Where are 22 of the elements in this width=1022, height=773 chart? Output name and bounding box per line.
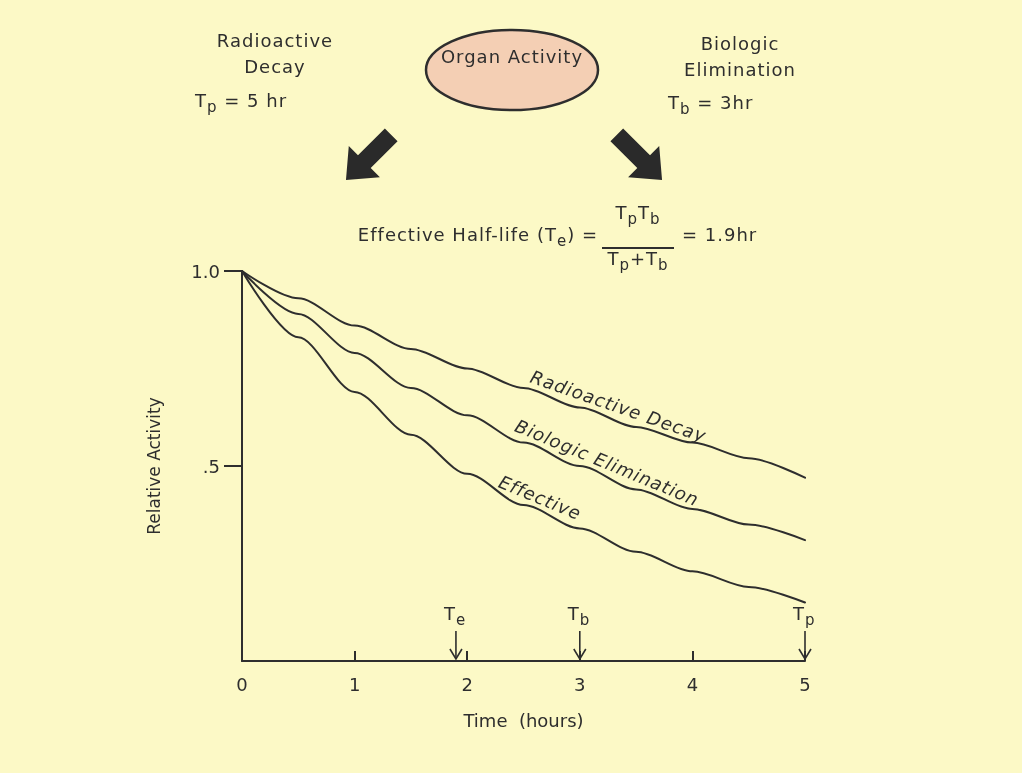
x-tick-label: 4 <box>686 673 699 695</box>
y-axis-title: Relative Activity <box>143 397 164 535</box>
ref-line-label: T$_{e}$ <box>443 602 468 631</box>
y-tick-label: .5 <box>202 455 220 477</box>
text: T$_{b}$ = 3hr <box>668 91 755 120</box>
x-tick-label: 1 <box>348 673 361 695</box>
text: = 1.9hr <box>682 223 759 247</box>
text: T$_{p}$ = 5 hr <box>195 89 289 118</box>
text: T$_{p}$T$_{b}$ <box>614 201 662 230</box>
x-tick-label: 5 <box>799 673 811 695</box>
x-tick-label: 0 <box>236 673 248 695</box>
text: Radioactive Decay <box>215 29 335 79</box>
annotation: T$_{p}$+T$_{b}$ <box>606 247 670 276</box>
text: Organ Activity <box>439 45 585 69</box>
x-tick-label: 3 <box>574 673 586 695</box>
x-axis-title: Time (hours) <box>462 709 584 731</box>
ref-line-label: T$_{b}$ <box>567 602 592 631</box>
y-tick-label: 1.0 <box>191 260 220 282</box>
text: Effective Half-life (T$_{e}$) = <box>356 223 598 252</box>
ref-line-label: T$_{p}$ <box>793 602 817 631</box>
x-tick-label: 2 <box>461 673 473 695</box>
text: Biologic Elimination <box>683 32 797 82</box>
